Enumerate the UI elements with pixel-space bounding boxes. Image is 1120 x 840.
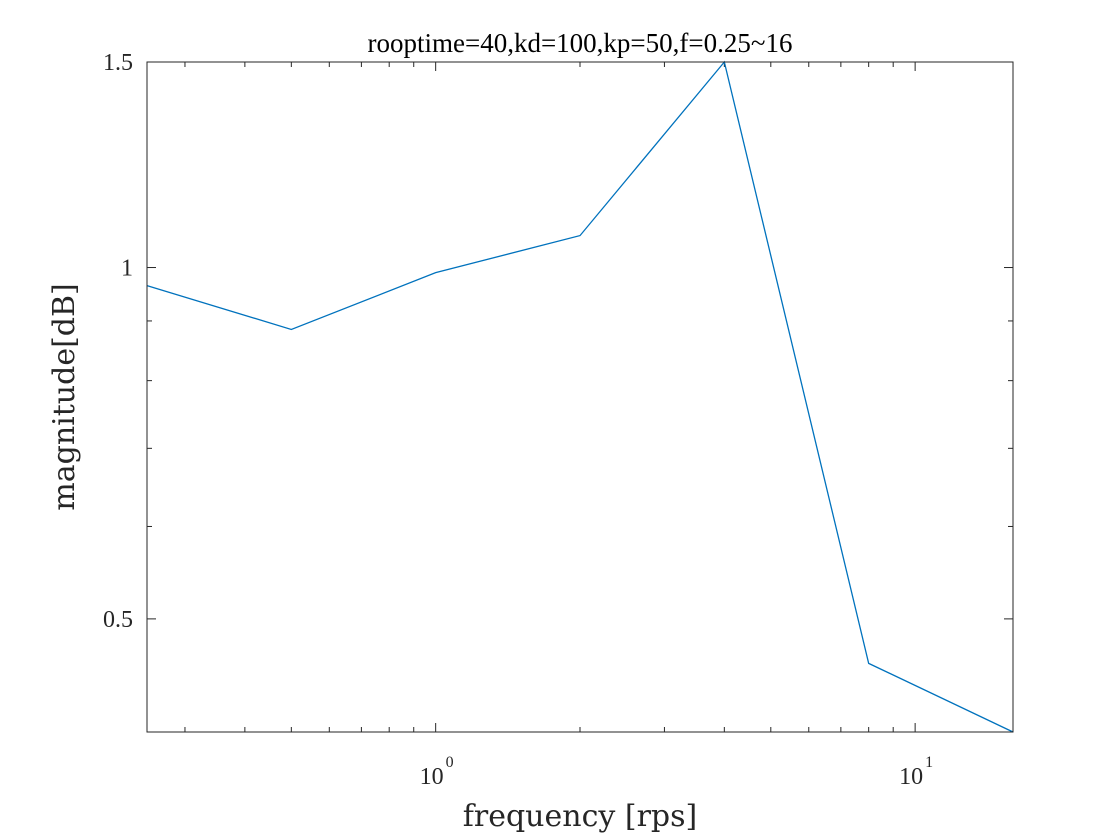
x-tick-exponent: 1	[925, 754, 933, 771]
y-tick-label: 1	[121, 256, 133, 282]
y-tick-label: 0.5	[103, 607, 133, 633]
x-tick-label: 101	[899, 754, 933, 790]
chart-title: rooptime=40,kd=100,kp=50,f=0.25~16	[368, 28, 793, 58]
axis-ticks	[147, 61, 1013, 733]
axes-frame	[146, 61, 1014, 733]
y-tick-label: 1.5	[103, 50, 133, 76]
y-axis-label: magnitude[dB]	[47, 283, 82, 510]
x-axis-label: frequency [rps]	[463, 799, 697, 834]
x-tick-base: 10	[899, 764, 923, 790]
x-tick-label: 100	[420, 754, 454, 790]
x-tick-exponent: 0	[446, 754, 454, 771]
x-tick-base: 10	[420, 764, 444, 790]
